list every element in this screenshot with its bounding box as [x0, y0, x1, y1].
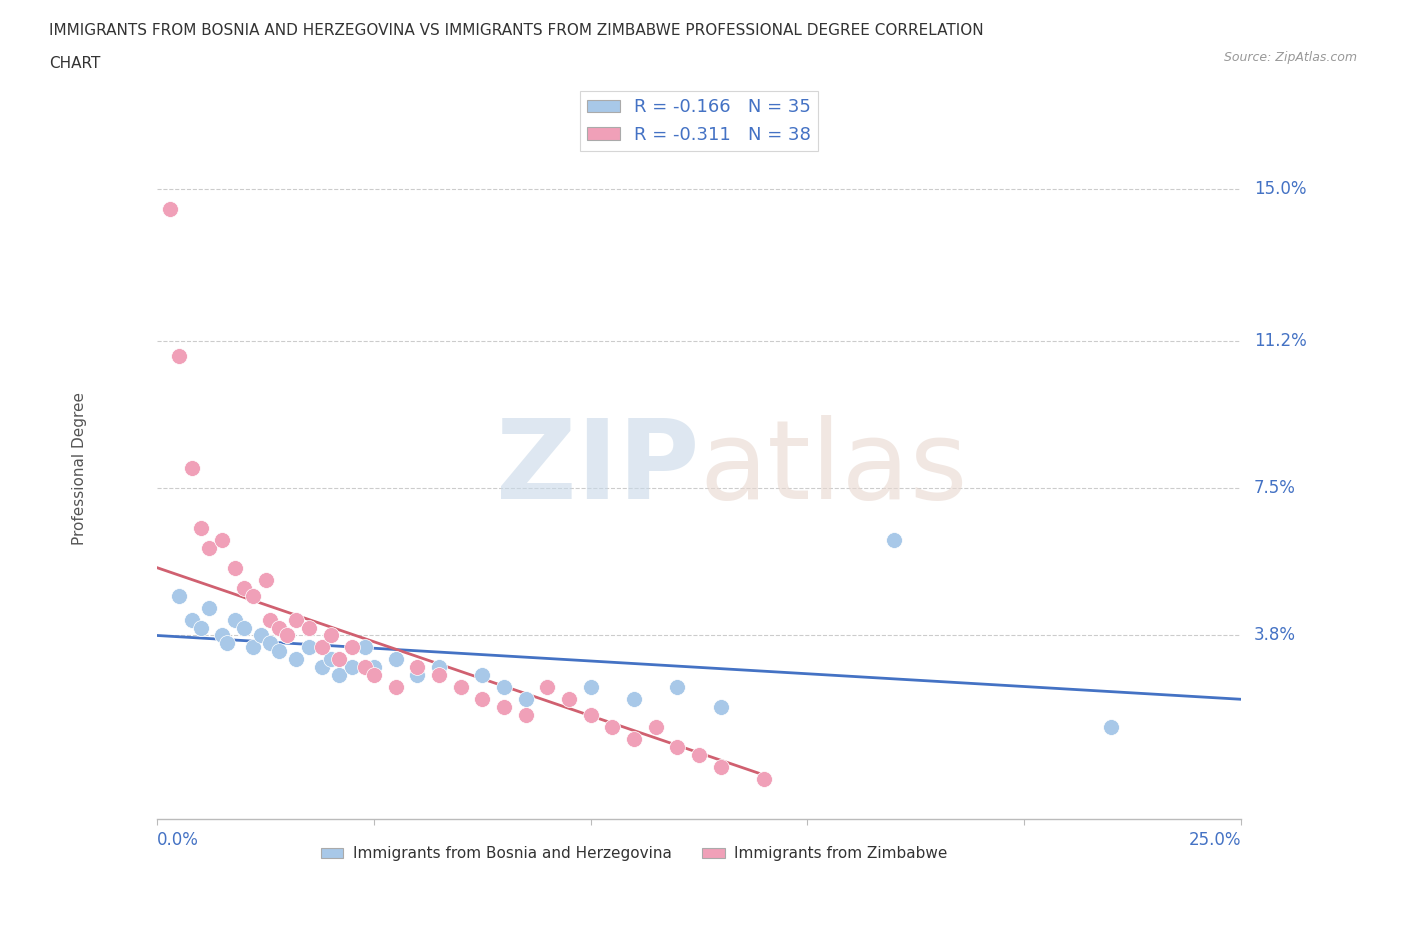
Point	[363, 660, 385, 675]
Point	[298, 640, 321, 655]
Point	[328, 652, 350, 667]
Point	[167, 588, 190, 603]
Text: 25.0%: 25.0%	[1188, 830, 1241, 849]
Point	[198, 600, 221, 615]
Point	[311, 640, 333, 655]
Point	[406, 660, 429, 675]
Point	[242, 640, 264, 655]
Point	[536, 680, 558, 695]
Point	[471, 668, 494, 683]
Point	[276, 628, 298, 643]
Point	[319, 652, 342, 667]
Text: 11.2%: 11.2%	[1254, 331, 1306, 350]
Point	[267, 644, 290, 658]
Point	[579, 708, 602, 723]
Point	[298, 620, 321, 635]
Point	[190, 620, 212, 635]
Point	[259, 612, 281, 627]
Point	[710, 699, 733, 714]
Point	[242, 588, 264, 603]
Point	[211, 628, 233, 643]
Point	[224, 560, 246, 575]
Point	[354, 660, 377, 675]
Point	[1099, 720, 1122, 735]
Point	[232, 580, 254, 595]
Point	[354, 640, 377, 655]
Point	[284, 652, 307, 667]
Point	[427, 668, 450, 683]
Point	[406, 668, 429, 683]
Point	[492, 680, 515, 695]
Text: 3.8%: 3.8%	[1254, 627, 1296, 644]
Point	[710, 760, 733, 775]
Point	[211, 532, 233, 547]
Text: 0.0%: 0.0%	[157, 830, 200, 849]
Point	[579, 680, 602, 695]
Point	[342, 660, 364, 675]
Point	[471, 692, 494, 707]
Point	[180, 612, 202, 627]
Point	[198, 540, 221, 555]
Point	[883, 532, 905, 547]
Point	[515, 692, 537, 707]
Point	[224, 612, 246, 627]
Point	[284, 612, 307, 627]
Point	[688, 748, 710, 763]
Point	[536, 680, 558, 695]
Point	[267, 620, 290, 635]
Point	[623, 692, 645, 707]
Point	[276, 628, 298, 643]
Point	[450, 680, 472, 695]
Point	[666, 739, 689, 754]
Legend: Immigrants from Bosnia and Herzegovina, Immigrants from Zimbabwe: Immigrants from Bosnia and Herzegovina, …	[315, 840, 953, 868]
Text: Source: ZipAtlas.com: Source: ZipAtlas.com	[1223, 51, 1357, 64]
Point	[167, 349, 190, 364]
Point	[515, 708, 537, 723]
Point	[752, 772, 775, 787]
Point	[363, 668, 385, 683]
Point	[180, 460, 202, 475]
Text: Professional Degree: Professional Degree	[72, 392, 87, 545]
Point	[311, 660, 333, 675]
Point	[450, 680, 472, 695]
Point	[644, 720, 666, 735]
Point	[190, 521, 212, 536]
Point	[250, 628, 273, 643]
Point	[492, 699, 515, 714]
Text: 15.0%: 15.0%	[1254, 180, 1306, 198]
Point	[232, 620, 254, 635]
Point	[259, 636, 281, 651]
Point	[328, 668, 350, 683]
Point	[254, 572, 277, 587]
Point	[623, 732, 645, 747]
Point	[342, 640, 364, 655]
Text: CHART: CHART	[49, 56, 101, 71]
Text: 7.5%: 7.5%	[1254, 479, 1296, 497]
Point	[215, 636, 238, 651]
Point	[159, 202, 181, 217]
Text: atlas: atlas	[699, 415, 967, 522]
Point	[666, 680, 689, 695]
Point	[602, 720, 624, 735]
Point	[319, 628, 342, 643]
Point	[384, 652, 406, 667]
Point	[427, 660, 450, 675]
Text: IMMIGRANTS FROM BOSNIA AND HERZEGOVINA VS IMMIGRANTS FROM ZIMBABWE PROFESSIONAL : IMMIGRANTS FROM BOSNIA AND HERZEGOVINA V…	[49, 23, 984, 38]
Point	[558, 692, 581, 707]
Text: ZIP: ZIP	[496, 415, 699, 522]
Point	[384, 680, 406, 695]
